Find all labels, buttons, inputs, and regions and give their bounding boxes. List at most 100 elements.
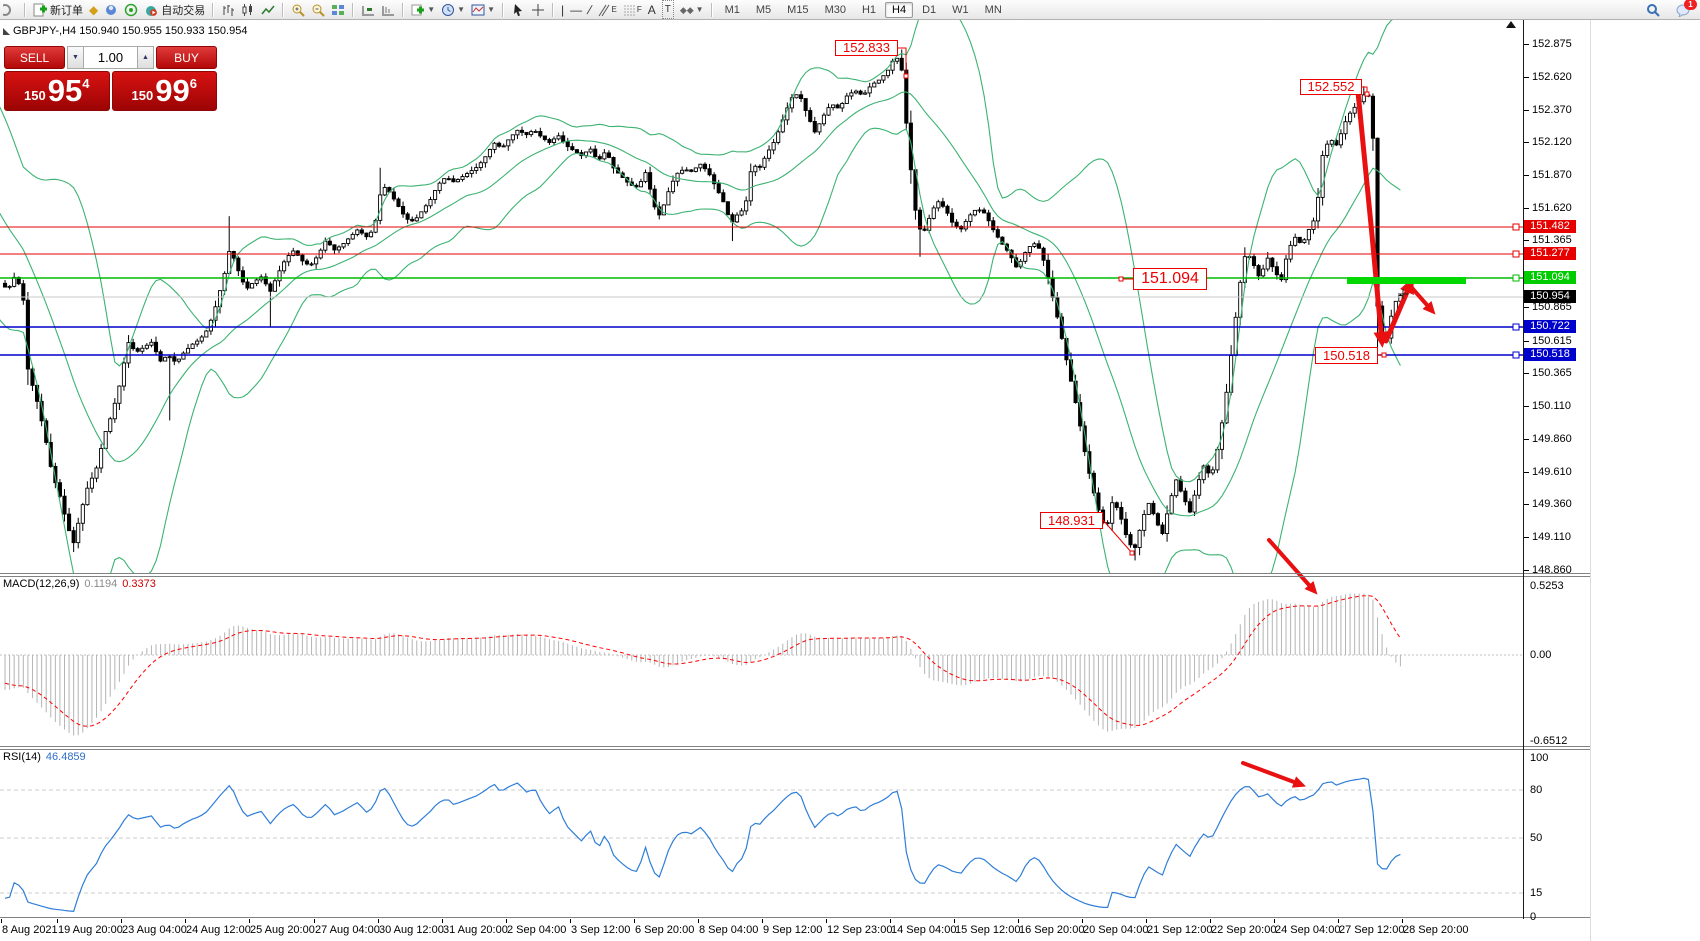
- time-tick-label: 23 Aug 04:00: [122, 924, 187, 936]
- timeframe-button-D1[interactable]: D1: [922, 3, 937, 16]
- bar-chart-button[interactable]: [221, 1, 235, 18]
- separator: [352, 2, 355, 17]
- symbol-marker-icon: [3, 28, 10, 35]
- price-badge-151.277: 151.277: [1524, 247, 1576, 260]
- price-annotation-150.518[interactable]: 150.518: [1315, 347, 1378, 364]
- shapes-tool[interactable]: ◆◆ ▼: [680, 1, 704, 18]
- level-handle[interactable]: [1512, 351, 1520, 359]
- auto-scroll-icon: [361, 3, 375, 17]
- cursor-tool[interactable]: [511, 1, 525, 18]
- price-tick-label: 152.370: [1532, 104, 1572, 116]
- pane-separator[interactable]: [0, 746, 1591, 747]
- zoom-out-button[interactable]: [311, 1, 325, 18]
- rsi-label: RSI(14) 46.4859: [3, 751, 86, 763]
- pane-separator[interactable]: [0, 749, 1591, 750]
- time-tick-label: 16 Sep 20:00: [1019, 924, 1085, 936]
- templates-button[interactable]: ▼: [471, 1, 495, 18]
- buy-price-display[interactable]: 150 99 6: [111, 71, 217, 111]
- time-tick-mark: [1274, 919, 1275, 923]
- notifications-icon[interactable]: 1: [1676, 0, 1697, 17]
- price-annotation-148.931[interactable]: 148.931: [1040, 512, 1103, 529]
- separator: [710, 2, 713, 17]
- sell-price-display[interactable]: 150 95 4: [4, 71, 110, 111]
- auto-trading-button[interactable]: 自动交易: [144, 1, 205, 18]
- indicator-axis-label: 0: [1530, 911, 1537, 923]
- pane-separator[interactable]: [0, 573, 1591, 574]
- level-handle[interactable]: [1512, 323, 1520, 331]
- price-tick-label: 150.110: [1532, 400, 1571, 412]
- indicator-axis-label: 100: [1530, 752, 1549, 764]
- text-label-tool[interactable]: T: [661, 0, 674, 19]
- text-tool[interactable]: A: [647, 2, 656, 17]
- timeframe-button-H4[interactable]: H4: [885, 1, 914, 18]
- tile-windows-button[interactable]: [331, 1, 345, 18]
- time-tick-mark: [826, 919, 827, 923]
- time-tick-label: 12 Sep 23:00: [827, 924, 893, 936]
- vertical-line-tool[interactable]: |: [561, 2, 565, 17]
- price-annotation-152.552[interactable]: 152.552: [1300, 79, 1362, 95]
- candlestick-button[interactable]: [241, 1, 255, 18]
- channel-icon: [597, 3, 611, 17]
- zoom-in-icon: [291, 3, 305, 17]
- fibonacci-tool[interactable]: F: [623, 1, 642, 18]
- price-axis-border: [1523, 20, 1524, 919]
- indicator-axis-label: 0.00: [1530, 649, 1552, 661]
- level-handle[interactable]: [1512, 274, 1520, 282]
- new-order-button[interactable]: 新订单: [33, 1, 83, 18]
- indicators-button[interactable]: ▼: [411, 1, 435, 18]
- timeframe-button-M15[interactable]: M15: [787, 3, 809, 16]
- indicator-axis-label: 15: [1530, 887, 1543, 899]
- price-tick-label: 149.610: [1532, 466, 1572, 478]
- separator: [502, 2, 504, 17]
- price-tick-mark: [1524, 240, 1529, 241]
- signals-icon: [124, 3, 138, 17]
- zoom-in-button[interactable]: [291, 1, 305, 18]
- market-watch-button[interactable]: [104, 1, 118, 18]
- volume-down-button[interactable]: ▼: [67, 46, 84, 69]
- timeframe-button-M5[interactable]: M5: [755, 3, 772, 16]
- time-tick-mark: [1018, 919, 1019, 923]
- volume-input[interactable]: 1.00: [84, 46, 137, 69]
- time-tick-mark: [1338, 919, 1339, 923]
- support-highlight-bar[interactable]: [1347, 277, 1466, 284]
- periods-button[interactable]: ▼: [441, 1, 465, 18]
- fibo-letter: F: [636, 5, 642, 14]
- chevron-down-icon: ▼: [457, 5, 466, 14]
- time-tick-label: 8 Aug 2021: [2, 924, 58, 936]
- diamond-icon: ◆: [89, 2, 99, 17]
- horizontal-line-tool[interactable]: —: [570, 2, 583, 17]
- separator: [212, 2, 215, 17]
- timeframe-button-M1[interactable]: M1: [724, 3, 740, 16]
- search-icon[interactable]: [1646, 3, 1660, 17]
- rsi-plot: [0, 777, 1523, 912]
- price-annotation-151.094[interactable]: 151.094: [1133, 268, 1207, 290]
- timeframe-button-W1[interactable]: W1: [952, 3, 969, 16]
- chart-shift-button[interactable]: [381, 1, 395, 18]
- new-order-icon: [33, 3, 47, 17]
- crosshair-tool[interactable]: [531, 1, 545, 18]
- volume-up-button[interactable]: ▲: [137, 46, 154, 69]
- history-center-button[interactable]: ◆: [89, 1, 98, 18]
- fibonacci-icon: [623, 3, 637, 17]
- time-tick-mark: [570, 919, 571, 923]
- rsi-value: 46.4859: [45, 751, 86, 763]
- timeframe-button-MN[interactable]: MN: [984, 3, 1002, 16]
- separator: [24, 2, 26, 17]
- sell-button[interactable]: SELL: [4, 46, 65, 69]
- price-annotation-152.833[interactable]: 152.833: [835, 40, 898, 56]
- price-tick-mark: [1524, 373, 1529, 374]
- signals-button[interactable]: [124, 1, 138, 18]
- level-handle[interactable]: [1512, 250, 1520, 258]
- time-tick-mark: [506, 919, 507, 923]
- time-tick-label: 15 Sep 12:00: [955, 924, 1021, 936]
- auto-scroll-button[interactable]: [361, 1, 375, 18]
- timeframe-button-H1[interactable]: H1: [861, 3, 877, 16]
- timeframe-button-M30[interactable]: M30: [824, 3, 846, 16]
- time-tick-label: 27 Sep 12:00: [1339, 924, 1405, 936]
- level-handle[interactable]: [1512, 223, 1520, 231]
- line-chart-button[interactable]: [261, 1, 275, 18]
- buy-button[interactable]: BUY: [156, 46, 217, 69]
- pane-separator[interactable]: [0, 576, 1591, 577]
- channel-tool[interactable]: E: [597, 1, 617, 18]
